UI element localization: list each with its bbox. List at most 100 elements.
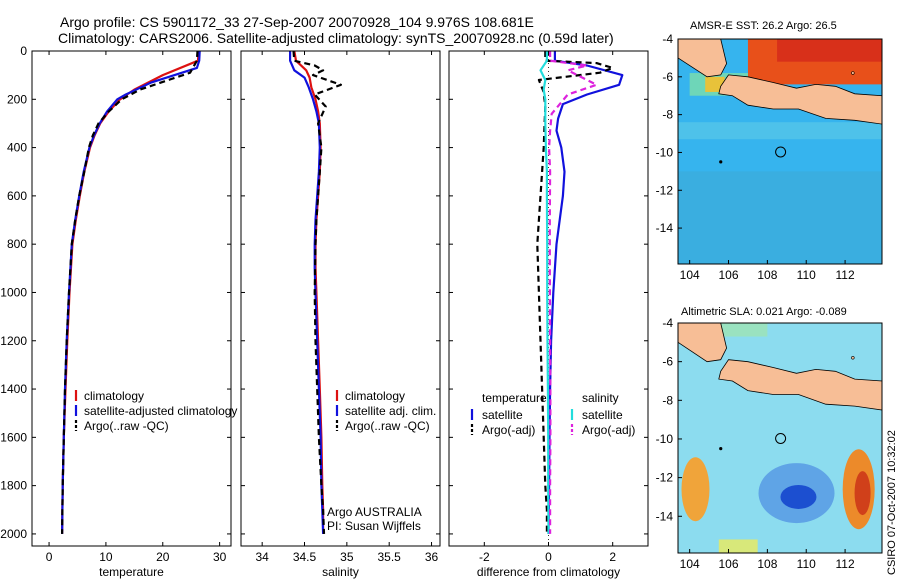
salinity-xtick-label: 35 [340, 550, 354, 564]
salinity-series-2 [292, 50, 342, 534]
bawean-island [851, 356, 855, 360]
map-xtick-label: 106 [718, 557, 738, 571]
legend-header: temperature [482, 391, 547, 405]
map-ytick-label: -10 [656, 432, 674, 446]
difference-series-3 [547, 51, 598, 534]
legend-label: Argo(..raw -QC) [84, 419, 169, 433]
sla-negative-anomaly [780, 484, 817, 509]
difference-xtick-label: 0 [545, 550, 552, 564]
temperature-xlabel: temperature [99, 565, 164, 579]
temperature-xtick-label: 30 [213, 550, 227, 564]
coastal-water-patch [705, 76, 725, 92]
map-xtick-label: 112 [836, 268, 855, 282]
salinity-xtick-label: 34.5 [293, 550, 317, 564]
sla-patch [718, 539, 758, 553]
legend-label: Argo(-adj) [582, 423, 635, 437]
map-frame [677, 38, 883, 265]
map-ytick-label: -6 [662, 355, 673, 369]
legend-label: climatology [345, 389, 405, 403]
legend-label: satellite [482, 408, 523, 422]
map-ytick-label: -8 [662, 393, 673, 407]
map-xtick-label: 108 [757, 268, 777, 282]
map-xtick-label: 110 [797, 268, 816, 282]
map-ytick-label: -12 [656, 471, 674, 485]
sla-positive-anomaly [854, 471, 871, 516]
temperature-ytick-label: 2000 [0, 527, 27, 541]
temperature-ytick-label: 200 [7, 92, 27, 106]
land-java [718, 74, 883, 125]
difference-series-0 [547, 51, 624, 534]
temperature-ytick-label: 0 [20, 44, 27, 58]
legend-label: Argo(-adj) [482, 423, 535, 437]
salinity-series-1 [289, 51, 325, 534]
map-xtick-label: 112 [836, 557, 855, 571]
legend-label: satellite [582, 408, 623, 422]
difference-series-1 [536, 51, 614, 534]
ocean-band [678, 122, 882, 140]
difference-plot [448, 50, 649, 547]
map-xtick-label: 104 [680, 268, 700, 282]
difference-xlabel: difference from climatology [477, 565, 620, 579]
salinity-xtick-label: 35.5 [378, 550, 402, 564]
map-xtick-label: 106 [718, 268, 738, 282]
map-ytick-label: -14 [656, 509, 674, 523]
temperature-series-1 [61, 50, 201, 534]
temperature-series-2 [61, 50, 199, 534]
sla-positive-anomaly [681, 457, 710, 522]
sla-map [677, 322, 883, 554]
temperature-ytick-label: 1200 [0, 334, 27, 348]
map-xtick-label: 110 [797, 557, 816, 571]
difference-xtick-label: -2 [479, 550, 490, 564]
temperature-ytick-label: 1400 [0, 382, 27, 396]
sst-map [677, 38, 883, 265]
profile-location-marker [775, 433, 787, 445]
temperature-plot [31, 50, 232, 547]
figure-title-line2: Climatology: CARS2006. Satellite-adjuste… [58, 30, 614, 46]
map-xtick-label: 104 [680, 557, 700, 571]
temperature-xtick-label: 0 [46, 550, 53, 564]
profile-location-marker [775, 146, 787, 158]
map-xtick-label: 108 [757, 557, 777, 571]
temperature-xtick-label: 10 [99, 550, 113, 564]
panel-annotation: PI: Susan Wijffels [327, 519, 421, 533]
map-ytick-label: -12 [656, 183, 674, 197]
temperature-ytick-label: 400 [7, 141, 27, 155]
difference-series-2 [539, 51, 550, 534]
salinity-xlabel: salinity [322, 565, 359, 579]
difference-xtick-label: 2 [609, 550, 616, 564]
sst-map-title: AMSR-E SST: 26.2 Argo: 26.5 [690, 20, 837, 32]
legend-label: satellite adj. clim. [345, 404, 436, 418]
sla-map-title: Altimetric SLA: 0.021 Argo: -0.089 [681, 306, 847, 318]
map-frame [677, 322, 883, 554]
temperature-ytick-label: 1000 [0, 285, 27, 299]
map-ytick-label: -14 [656, 221, 674, 235]
map-ytick-label: -6 [662, 70, 673, 84]
warm-water-patch [777, 39, 882, 62]
map-ytick-label: -8 [662, 108, 673, 122]
land-java [718, 359, 883, 411]
christmas-island [719, 447, 723, 451]
legend-label: Argo(..raw -QC) [345, 419, 430, 433]
legend-label: satellite-adjusted climatology [84, 404, 237, 418]
temperature-frame [31, 50, 232, 547]
ocean-band [678, 171, 882, 264]
map-ytick-label: -10 [656, 145, 674, 159]
temperature-ytick-label: 600 [7, 189, 27, 203]
salinity-frame [240, 50, 441, 547]
timestamp-note: CSIRO 07-Oct-2007 10:32:02 [886, 430, 898, 575]
christmas-island [719, 160, 723, 164]
map-ytick-label: -4 [662, 32, 673, 46]
legend-header: salinity [582, 391, 619, 405]
map-ytick-label: -4 [662, 316, 673, 330]
temperature-ytick-label: 800 [7, 237, 27, 251]
salinity-plot [240, 50, 441, 547]
panel-annotation: Argo AUSTRALIA [327, 505, 422, 519]
temperature-xtick-label: 20 [156, 550, 170, 564]
salinity-xtick-label: 34 [255, 550, 269, 564]
bawean-island [851, 71, 855, 75]
temperature-series-0 [61, 50, 200, 534]
temperature-ytick-label: 1600 [0, 430, 27, 444]
figure-title-line1: Argo profile: CS 5901172_33 27-Sep-2007 … [60, 14, 534, 30]
